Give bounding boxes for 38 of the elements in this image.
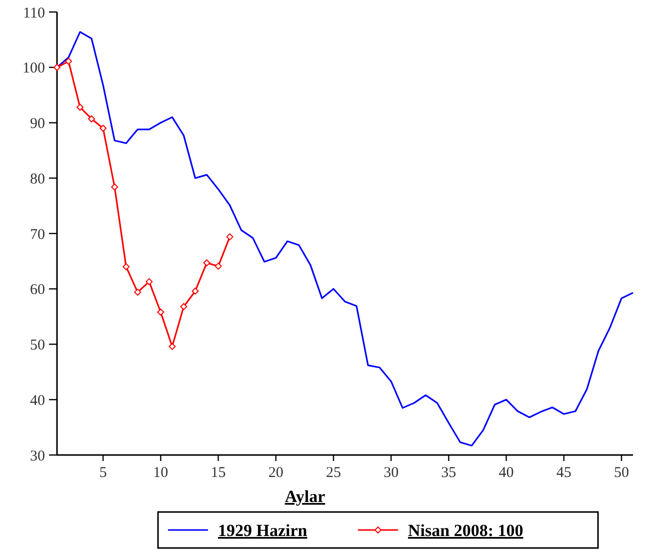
point [192, 288, 199, 295]
y-tick-label: 110 [23, 5, 45, 22]
y-tick-label: 80 [30, 171, 45, 188]
x-tick-label: 35 [441, 465, 456, 481]
point [88, 115, 96, 122]
x-tick-label: 30 [384, 465, 399, 481]
x-tick-label: 15 [210, 465, 226, 481]
x-tick-label: 20 [268, 465, 284, 481]
legend-label: 1929 Hazirn [218, 521, 308, 540]
point [226, 233, 234, 240]
point [76, 104, 84, 111]
point [122, 263, 130, 270]
point [54, 64, 60, 71]
x-tick-label: 50 [614, 465, 629, 481]
y-tick-label: 40 [30, 392, 45, 409]
point [214, 262, 222, 270]
x-tick-label: 5 [99, 465, 107, 481]
x-tick-label: 40 [498, 465, 514, 481]
point [134, 288, 142, 296]
y-tick-label: 90 [30, 116, 45, 132]
y-tick-label: 100 [22, 60, 45, 77]
y-tick-label: 30 [30, 448, 45, 464]
point [100, 124, 107, 132]
y-tick-label: 50 [30, 338, 45, 354]
legend-label: Nisan 2008: 100 [408, 521, 524, 540]
point [168, 342, 176, 350]
y-tick-label: 60 [30, 282, 45, 298]
x-tick-label: 10 [153, 465, 168, 481]
x-tick-label: 25 [326, 465, 341, 481]
point [180, 303, 188, 310]
point [65, 58, 72, 65]
point [146, 278, 153, 286]
point [203, 259, 210, 266]
x-tick-label: 45 [556, 465, 572, 481]
x-axis-title: Aylar [284, 487, 326, 506]
y-tick-label: 70 [30, 226, 45, 243]
point [111, 183, 118, 190]
point [157, 308, 164, 316]
